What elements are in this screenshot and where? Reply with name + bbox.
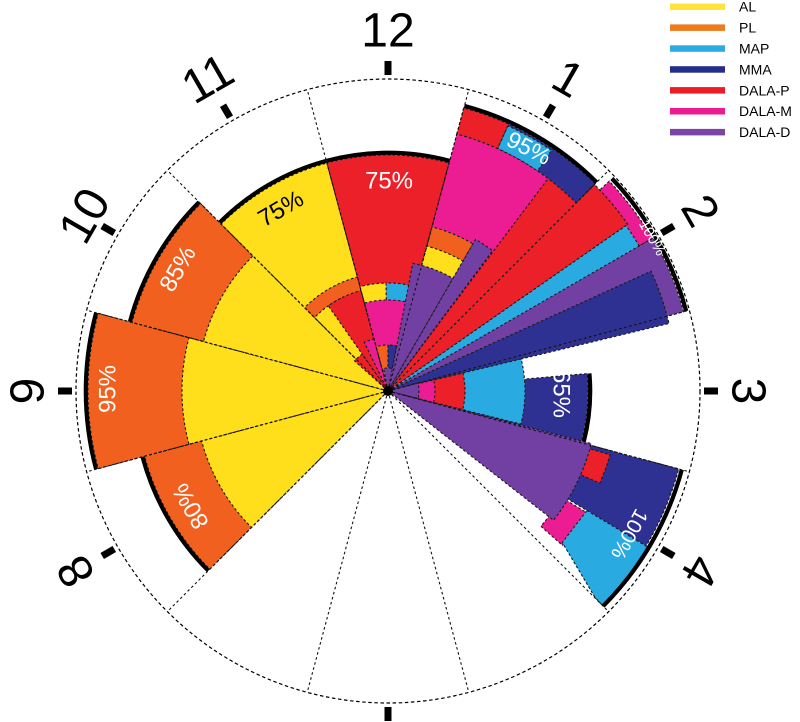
svg-text:AL: AL: [739, 0, 756, 15]
svg-text:9: 9: [2, 378, 55, 405]
svg-text:DALA-P: DALA-P: [739, 82, 790, 98]
svg-text:MMA: MMA: [739, 61, 772, 77]
svg-text:MAP: MAP: [739, 41, 769, 57]
svg-text:DALA-D: DALA-D: [739, 124, 790, 140]
svg-text:DALA-M: DALA-M: [739, 103, 792, 119]
svg-text:95%: 95%: [95, 365, 122, 413]
svg-text:PL: PL: [739, 20, 756, 36]
svg-text:65%: 65%: [548, 370, 575, 418]
svg-text:75%: 75%: [365, 168, 413, 195]
svg-text:3: 3: [722, 378, 775, 405]
svg-text:12: 12: [361, 5, 414, 58]
